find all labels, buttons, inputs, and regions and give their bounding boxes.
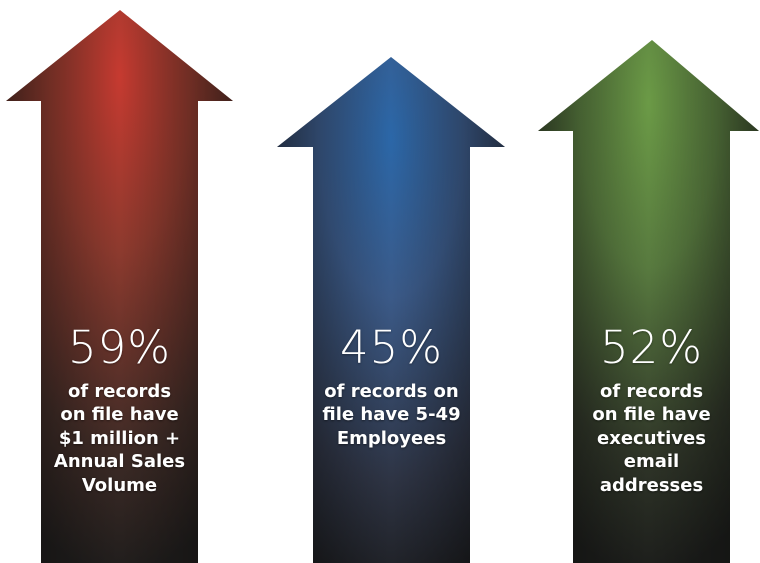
red-arrow: 59% of records on file have $1 million +… (0, 0, 240, 563)
percent-value: 52% (599, 321, 704, 374)
percent-value: 45% (339, 321, 444, 374)
description-text: of records on file have 5-49 Employees (322, 381, 461, 449)
up-arrow-icon (6, 10, 233, 563)
green-arrow: 52% of records on file have executives e… (533, 0, 760, 563)
description-text: of records on file have executives email… (592, 381, 711, 496)
percent-value: 59% (67, 321, 172, 374)
up-arrow-icon (538, 40, 759, 563)
description-text: of records on file have $1 million + Ann… (53, 381, 186, 496)
blue-arrow: 45% of records on file have 5-49 Employe… (272, 0, 512, 563)
up-arrow-icon (277, 57, 505, 563)
